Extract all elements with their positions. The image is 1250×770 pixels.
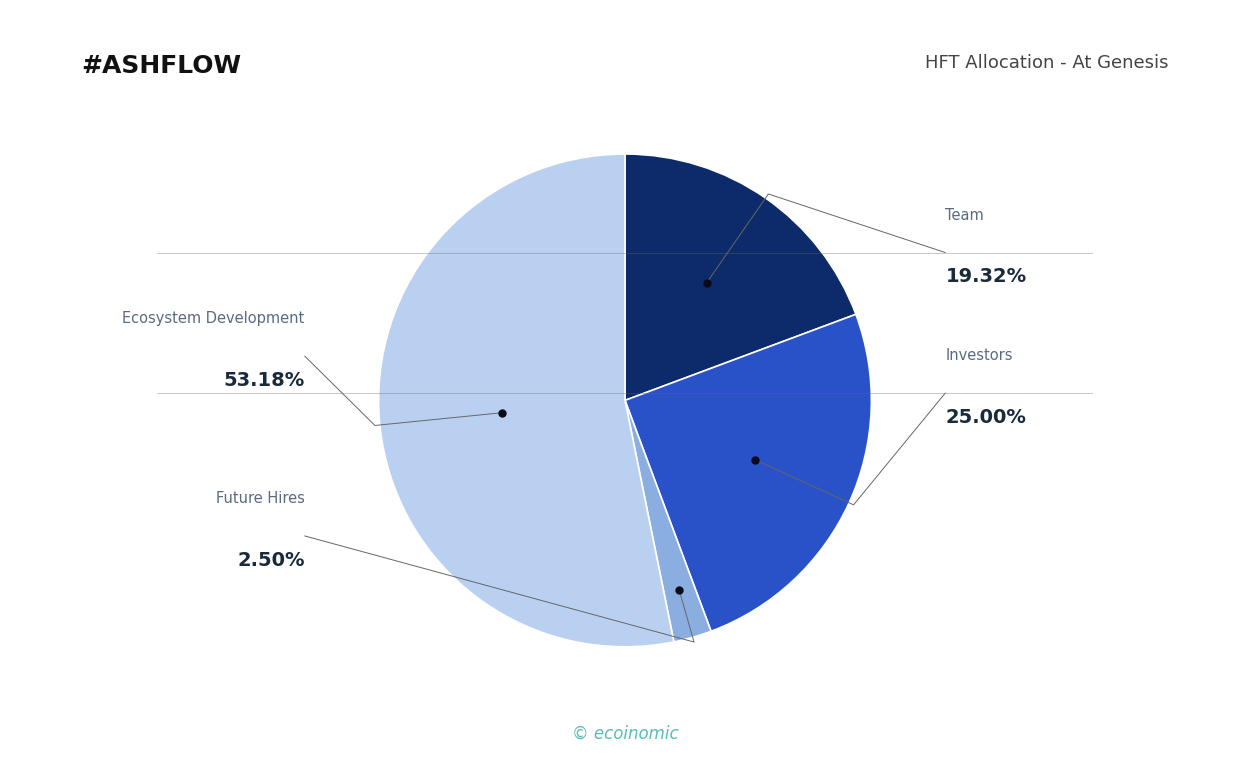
- Text: Team: Team: [945, 208, 984, 223]
- Text: 19.32%: 19.32%: [945, 267, 1026, 286]
- Text: #ASHFLOW: #ASHFLOW: [81, 54, 241, 78]
- Wedge shape: [625, 154, 856, 400]
- Text: HFT Allocation - At Genesis: HFT Allocation - At Genesis: [925, 54, 1169, 72]
- Wedge shape: [625, 314, 871, 631]
- Text: Ecosystem Development: Ecosystem Development: [122, 312, 305, 326]
- Text: 2.50%: 2.50%: [238, 551, 305, 570]
- Wedge shape: [625, 400, 711, 642]
- Wedge shape: [379, 154, 674, 647]
- Text: 25.00%: 25.00%: [945, 408, 1026, 427]
- Text: Future Hires: Future Hires: [216, 491, 305, 507]
- Text: 53.18%: 53.18%: [224, 371, 305, 390]
- Text: Investors: Investors: [945, 349, 1012, 363]
- Text: © ecoinomic: © ecoinomic: [571, 725, 679, 743]
